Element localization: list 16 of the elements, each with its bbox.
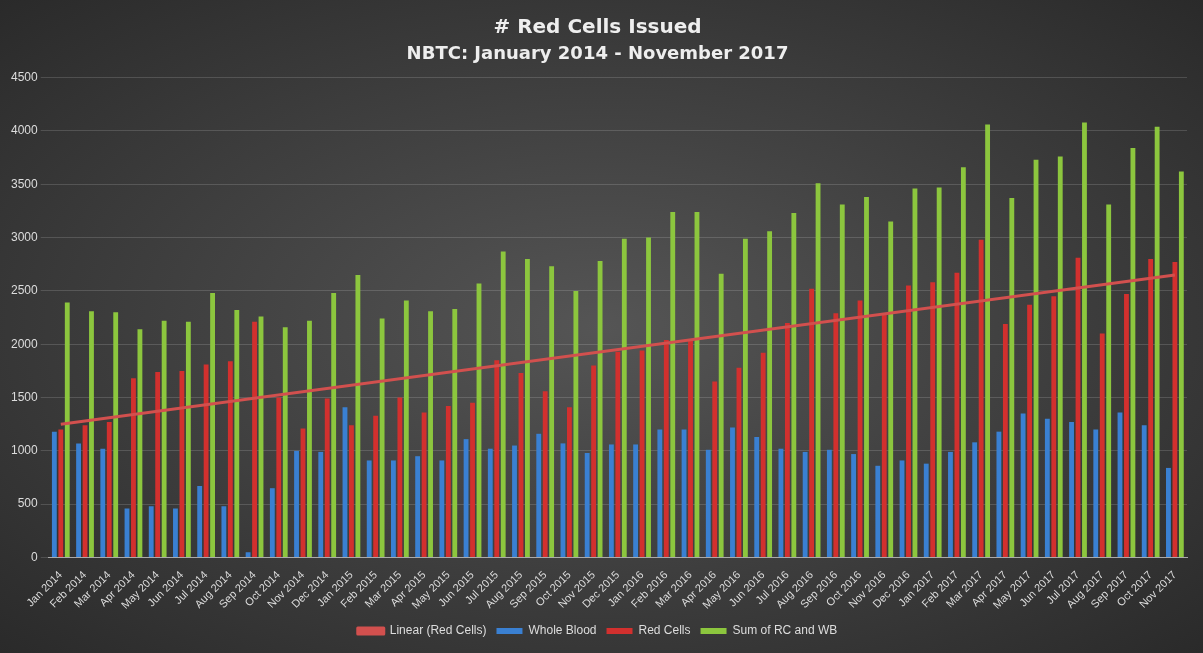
y-tick-label: 1000 bbox=[10, 443, 39, 458]
chart-title: # Red Cells Issued bbox=[493, 14, 702, 39]
y-tick-label: 2500 bbox=[10, 283, 39, 298]
legend-label: Whole Blood bbox=[528, 623, 597, 638]
legend-label: Red Cells bbox=[638, 623, 691, 638]
y-tick-label: 3000 bbox=[10, 229, 39, 244]
y-tick-label: 1500 bbox=[10, 389, 39, 404]
chart-subtitle: NBTC: January 2014 - November 2017 bbox=[406, 42, 789, 64]
legend-label: Sum of RC and WB bbox=[732, 623, 838, 638]
y-tick-label: 500 bbox=[17, 496, 39, 511]
y-tick-label: 3500 bbox=[10, 176, 39, 191]
legend-label: Linear (Red Cells) bbox=[389, 623, 487, 638]
y-tick-label: 0 bbox=[31, 549, 39, 564]
y-tick-label: 4000 bbox=[10, 123, 39, 138]
y-tick-label: 2000 bbox=[10, 336, 39, 351]
y-tick-label: 4500 bbox=[10, 69, 39, 84]
